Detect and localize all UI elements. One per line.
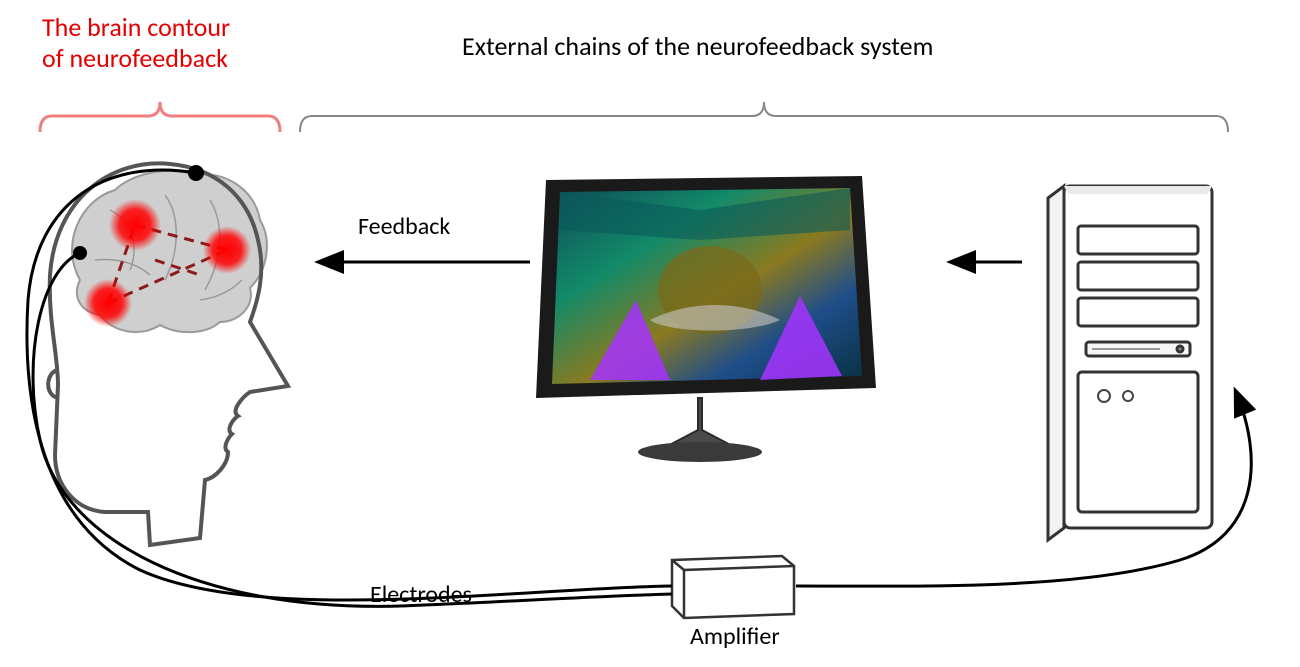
diagram-canvas bbox=[0, 0, 1300, 667]
head-with-brain bbox=[48, 163, 288, 545]
external-bracket bbox=[300, 102, 1228, 132]
amplifier-icon bbox=[672, 556, 794, 618]
computer-tower-icon bbox=[1048, 186, 1212, 540]
brain-bracket bbox=[40, 102, 280, 132]
monitor-icon bbox=[536, 176, 876, 462]
